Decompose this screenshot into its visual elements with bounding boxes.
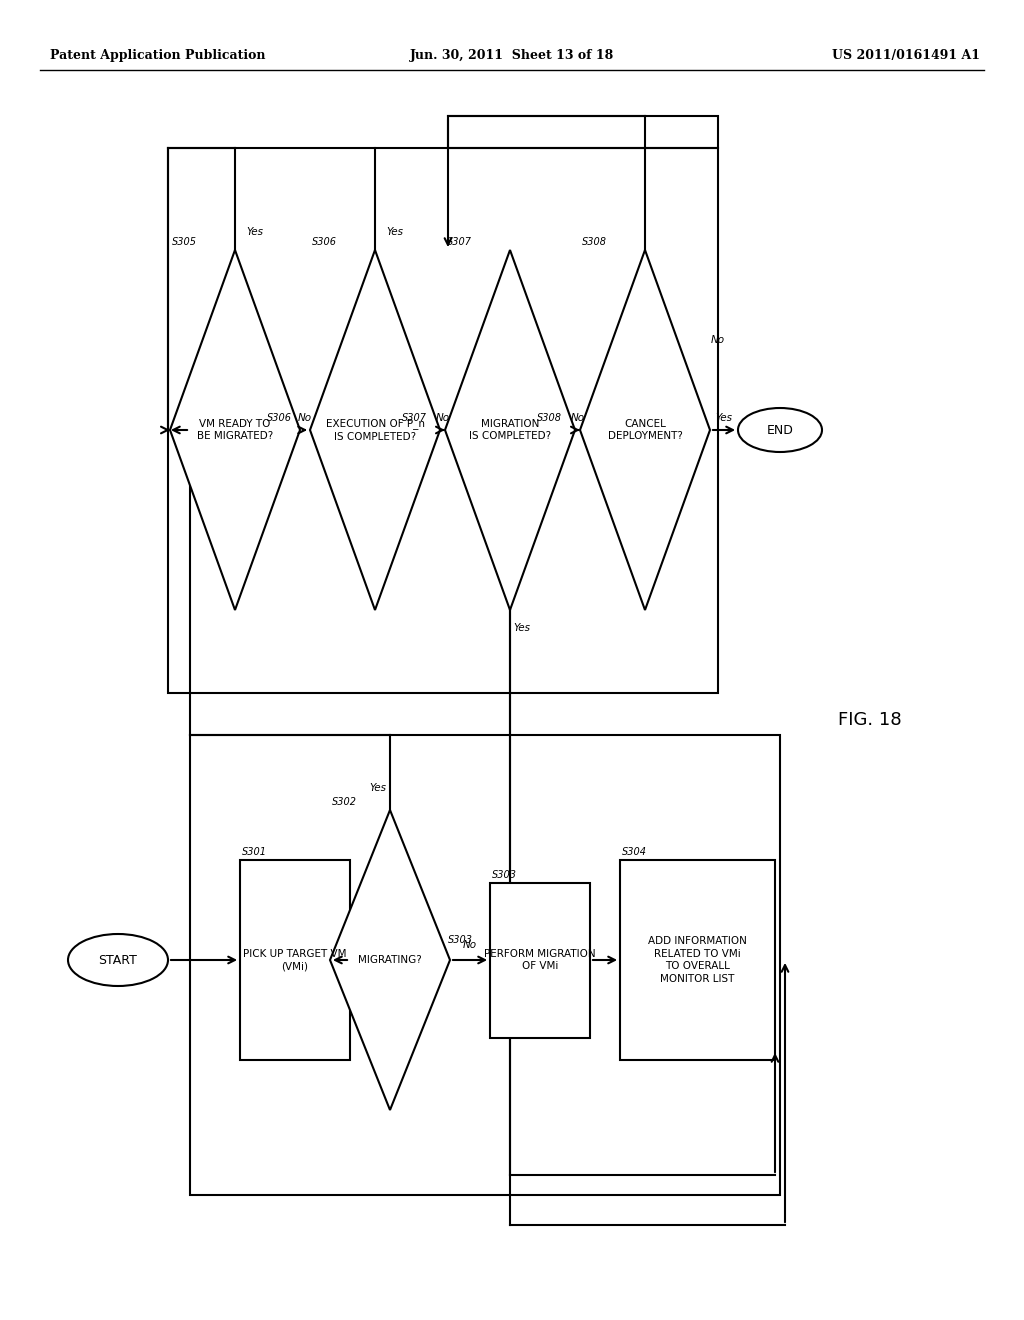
Polygon shape <box>445 249 575 610</box>
Bar <box>168 148 718 693</box>
Text: S303: S303 <box>447 935 472 945</box>
Text: Yes: Yes <box>513 623 530 634</box>
Text: START: START <box>98 953 137 966</box>
Text: FIG. 18: FIG. 18 <box>839 711 902 729</box>
Text: S306: S306 <box>267 413 292 422</box>
Text: US 2011/0161491 A1: US 2011/0161491 A1 <box>831 49 980 62</box>
Text: ADD INFORMATION
RELATED TO VMi
TO OVERALL
MONITOR LIST: ADD INFORMATION RELATED TO VMi TO OVERAL… <box>648 936 746 983</box>
Bar <box>240 861 350 1060</box>
Text: S302: S302 <box>332 797 357 807</box>
Text: Jun. 30, 2011  Sheet 13 of 18: Jun. 30, 2011 Sheet 13 of 18 <box>410 49 614 62</box>
Text: S305: S305 <box>172 238 197 247</box>
Text: No: No <box>711 335 725 345</box>
Bar <box>449 116 718 148</box>
Polygon shape <box>170 249 300 610</box>
Text: Yes: Yes <box>716 413 732 422</box>
Text: S308: S308 <box>582 238 607 247</box>
Text: CANCEL
DEPLOYMENT?: CANCEL DEPLOYMENT? <box>607 418 682 441</box>
Bar <box>190 735 780 1195</box>
Polygon shape <box>580 249 710 610</box>
Text: Yes: Yes <box>247 227 263 238</box>
Text: MIGRATING?: MIGRATING? <box>358 954 422 965</box>
Text: S304: S304 <box>622 847 647 857</box>
Text: S307: S307 <box>447 238 472 247</box>
Text: No: No <box>298 413 312 422</box>
Text: PERFORM MIGRATION
OF VMi: PERFORM MIGRATION OF VMi <box>484 949 596 972</box>
Text: EXECUTION OF P_n
IS COMPLETED?: EXECUTION OF P_n IS COMPLETED? <box>326 418 425 442</box>
Text: S301: S301 <box>242 847 267 857</box>
Text: Patent Application Publication: Patent Application Publication <box>50 49 265 62</box>
Text: MIGRATION
IS COMPLETED?: MIGRATION IS COMPLETED? <box>469 418 551 441</box>
Text: Yes: Yes <box>386 227 403 238</box>
Text: S306: S306 <box>312 238 337 247</box>
Polygon shape <box>330 810 450 1110</box>
Text: S303: S303 <box>492 870 517 879</box>
Text: PICK UP TARGET VM
(VMi): PICK UP TARGET VM (VMi) <box>244 949 347 972</box>
Text: VM READY TO
BE MIGRATED?: VM READY TO BE MIGRATED? <box>197 418 273 441</box>
Text: END: END <box>767 424 794 437</box>
Bar <box>620 861 775 1060</box>
Polygon shape <box>310 249 440 610</box>
Text: Yes: Yes <box>370 783 386 793</box>
Text: S308: S308 <box>537 413 562 422</box>
Text: No: No <box>463 940 477 950</box>
Bar <box>490 883 590 1038</box>
Text: S307: S307 <box>402 413 427 422</box>
Text: No: No <box>570 413 585 422</box>
Text: No: No <box>435 413 450 422</box>
